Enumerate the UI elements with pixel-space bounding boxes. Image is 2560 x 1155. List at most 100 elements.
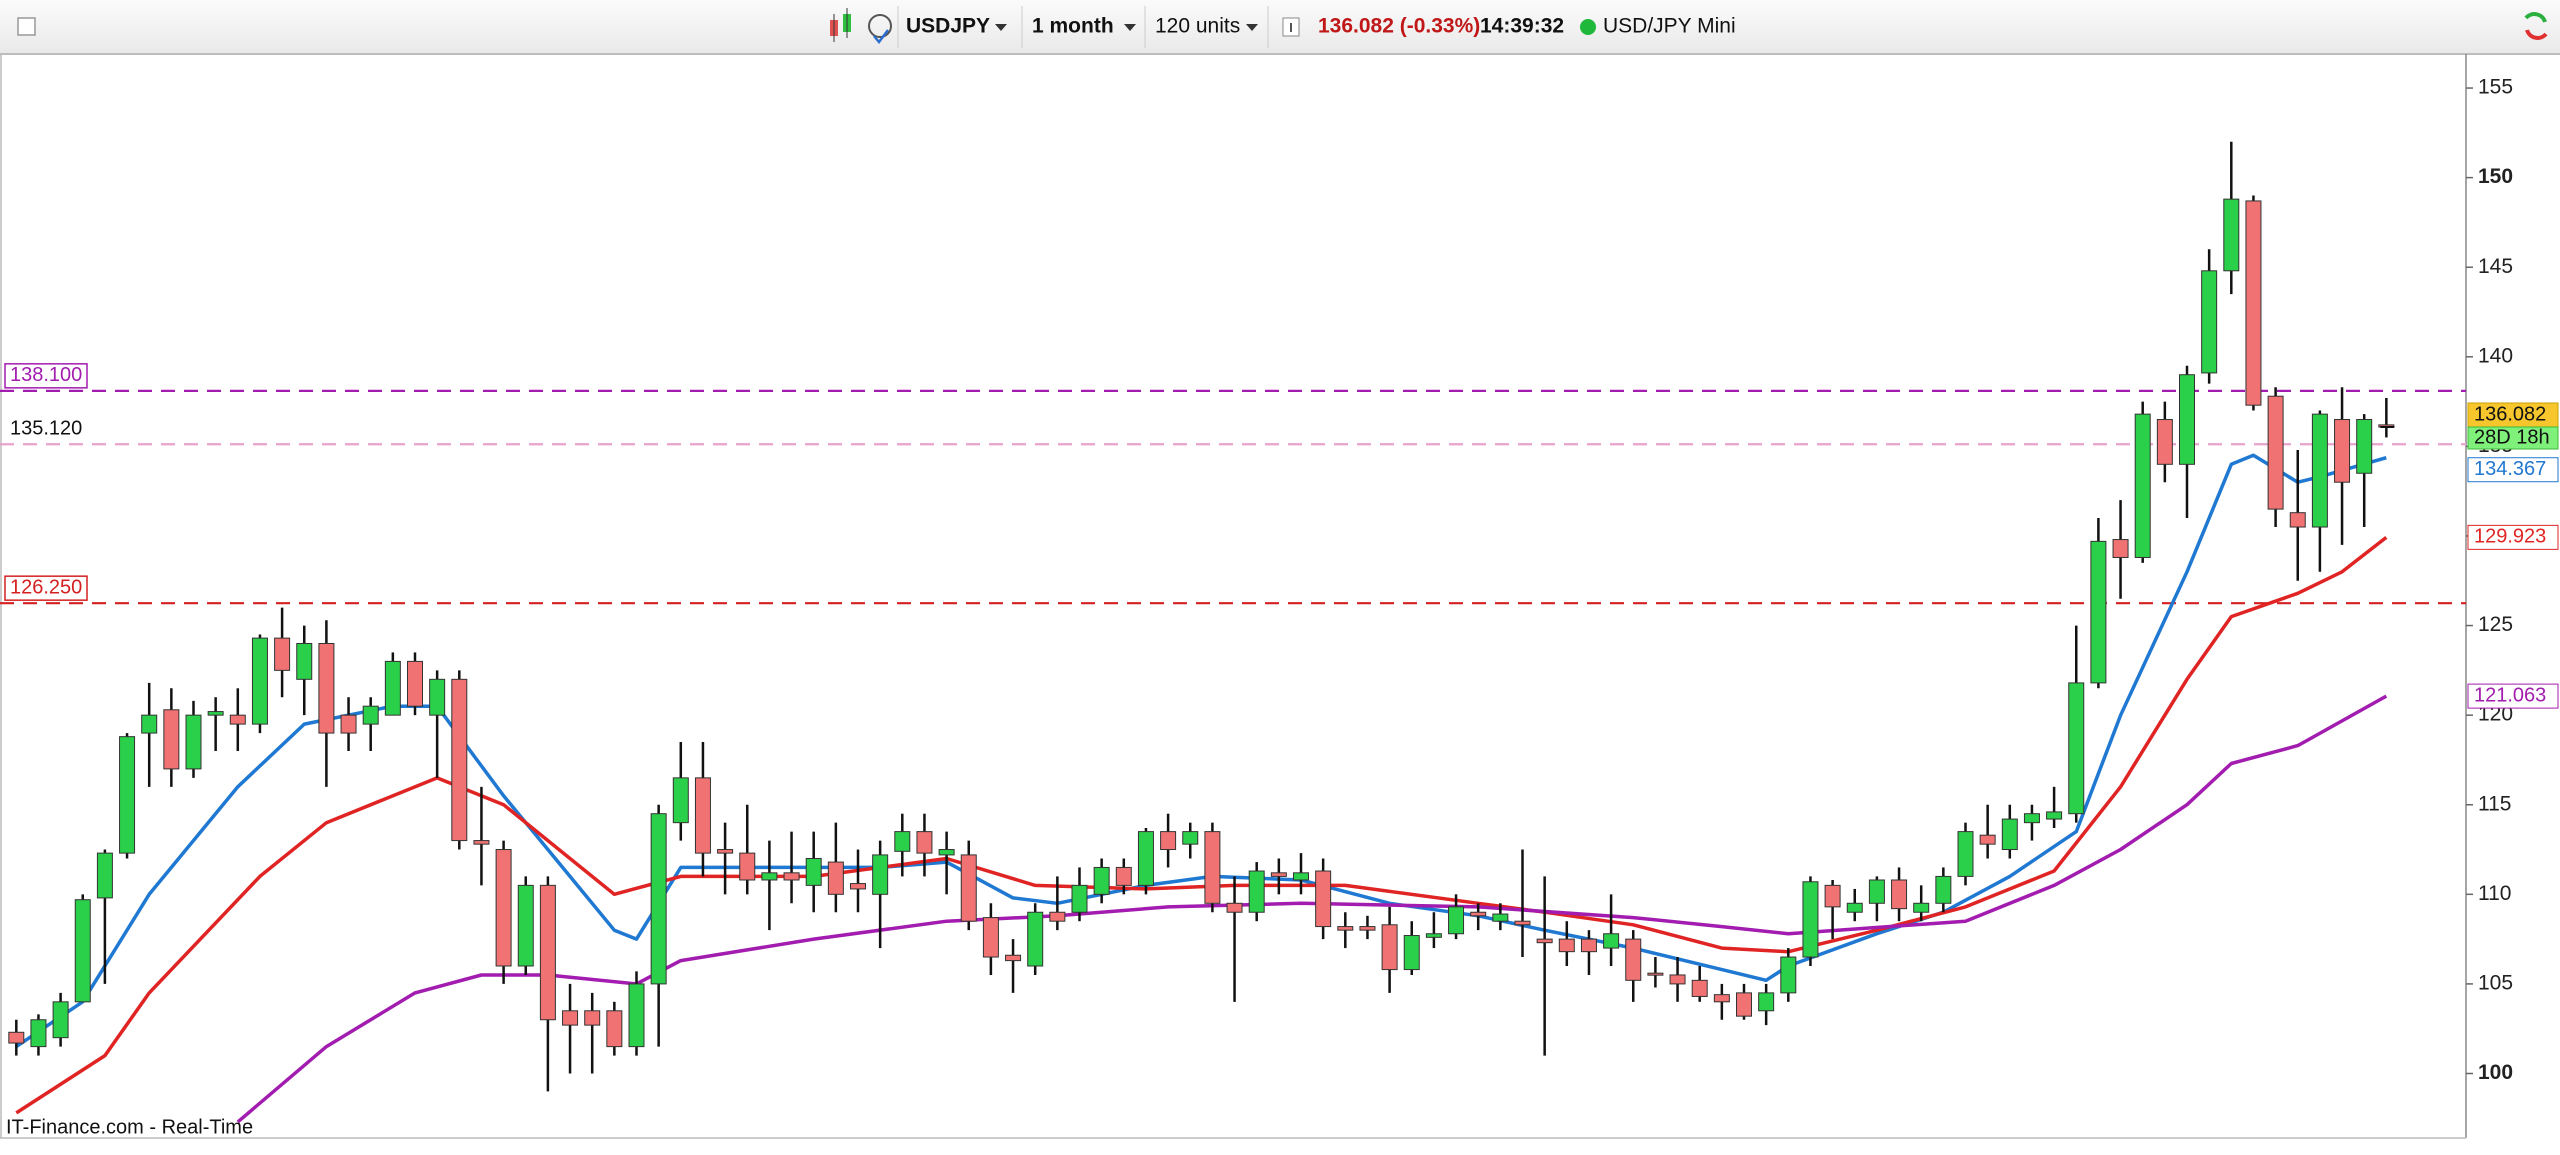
candle-body-down <box>1226 902 1243 913</box>
candle-body-up <box>1071 884 1088 913</box>
candle-body-up <box>1425 933 1442 938</box>
candle-body-up <box>1027 911 1044 967</box>
candle-body-down <box>1359 926 1376 931</box>
units-select[interactable]: 120 units <box>1155 15 1240 38</box>
candle-body-up <box>650 813 667 985</box>
last-price-tag <box>2467 402 2559 428</box>
candle-body-down <box>8 1031 25 1044</box>
candle-body-down <box>318 642 335 734</box>
candle-body-down <box>2245 200 2262 406</box>
candle-body-down <box>1691 979 1708 997</box>
candle-body-down <box>2289 512 2306 528</box>
candle-body-down <box>1891 879 1908 910</box>
level-label: 126.250 <box>10 576 82 598</box>
candle-body-down <box>1647 972 1664 976</box>
candle-body-down <box>1115 866 1132 886</box>
candle-body-up <box>141 714 158 734</box>
y-tick-label: 145 <box>2478 255 2513 278</box>
candle-body-down <box>916 831 933 854</box>
candle-body-down <box>1337 926 1354 931</box>
clock: 14:39:32 <box>1480 15 1564 38</box>
indicator-button[interactable] <box>868 14 892 45</box>
candle-body-up <box>2068 682 2085 815</box>
candle-body-up <box>185 714 202 770</box>
level-label: 135.120 <box>10 418 82 440</box>
candle-body-down <box>451 678 468 842</box>
refresh-button[interactable] <box>2524 12 2548 40</box>
symbol-select[interactable]: USDJPY <box>906 15 990 38</box>
candle-body-down <box>960 854 977 922</box>
candle-body-up <box>872 854 889 895</box>
candle-body-down <box>1625 938 1642 981</box>
candle-body-down <box>473 840 490 845</box>
candle-body-up <box>384 660 401 716</box>
y-tick-label: 115 <box>2478 792 2511 815</box>
candle-body-up <box>1935 875 1952 904</box>
y-tick-label: 100 <box>2478 1061 2513 1084</box>
candle-body-up <box>2001 818 2018 851</box>
candle-body-up <box>2023 813 2040 824</box>
candle-body-up <box>2134 413 2151 558</box>
candle-body-down <box>495 849 512 967</box>
line-value-label: 121.063 <box>2474 684 2546 706</box>
candle-body-down <box>274 637 291 671</box>
candle-body-down <box>407 660 423 707</box>
candle-body-down <box>584 1010 601 1026</box>
instrument: USD/JPY Mini <box>1603 15 1736 38</box>
candle-body-down <box>1470 911 1487 917</box>
y-tick-label: 155 <box>2478 76 2513 99</box>
candle-body-down <box>1979 834 1996 845</box>
candle-body-up <box>119 736 136 854</box>
candle-body-down <box>783 872 800 881</box>
dropdown-arrow[interactable] <box>995 24 1007 31</box>
candle-body-down <box>1558 938 1575 953</box>
candle-body-up <box>362 705 379 725</box>
candle-body-up <box>2179 374 2195 465</box>
candle-body-up <box>1137 831 1154 886</box>
candle-body-up <box>2356 419 2373 474</box>
candle-body-down <box>1824 884 1841 908</box>
candle-body-up <box>1492 913 1509 922</box>
candle-body-up <box>296 642 313 680</box>
candle-body-up <box>2201 270 2218 374</box>
countdown-label: 28D 18h <box>2474 426 2550 448</box>
candle-body-up <box>2311 413 2328 528</box>
status-dot <box>1580 19 1596 35</box>
candle-body-up <box>672 777 689 824</box>
candle-body-down <box>1669 974 1686 985</box>
candle-body-down <box>606 1010 623 1048</box>
checkbox[interactable] <box>17 17 36 36</box>
line-value-tag <box>2467 524 2559 550</box>
candle-body-up <box>429 678 446 716</box>
line-value-tag <box>2467 457 2559 483</box>
candle-body-down <box>2156 419 2173 465</box>
candle-body-up <box>1913 902 1930 913</box>
candle-body-down <box>717 849 734 854</box>
candle-body-down <box>2112 539 2129 558</box>
candle-body-down <box>163 709 180 770</box>
candle-body-down <box>539 884 556 1021</box>
candle-body-up <box>52 1001 69 1039</box>
candle-body-up <box>1093 866 1110 895</box>
y-tick-label: 140 <box>2478 344 2513 367</box>
candle-body-down <box>850 883 866 890</box>
candle-body-down <box>827 861 844 895</box>
y-tick-label: 105 <box>2478 971 2513 994</box>
line-value-label: 129.923 <box>2474 526 2546 548</box>
candle-body-down <box>1005 954 1022 962</box>
chart-type-button[interactable] <box>830 8 851 42</box>
period-select[interactable]: 1 month <box>1032 15 1114 38</box>
line-value-label: 134.367 <box>2474 458 2546 480</box>
candle-body-up <box>1846 902 1863 913</box>
plot-area <box>0 141 2466 1124</box>
candle-body-down <box>1270 872 1287 877</box>
moving-average-line <box>15 536 2388 1115</box>
candle-body-down <box>982 917 999 958</box>
dropdown-arrow[interactable] <box>1246 24 1258 31</box>
quote: 136.082 (-0.33%) <box>1318 15 1480 38</box>
dropdown-arrow[interactable] <box>1124 24 1136 31</box>
candle-body-up <box>96 852 113 899</box>
level-label-box <box>4 575 88 601</box>
footer-credit: IT-Finance.com - Real-Time <box>6 1116 253 1138</box>
